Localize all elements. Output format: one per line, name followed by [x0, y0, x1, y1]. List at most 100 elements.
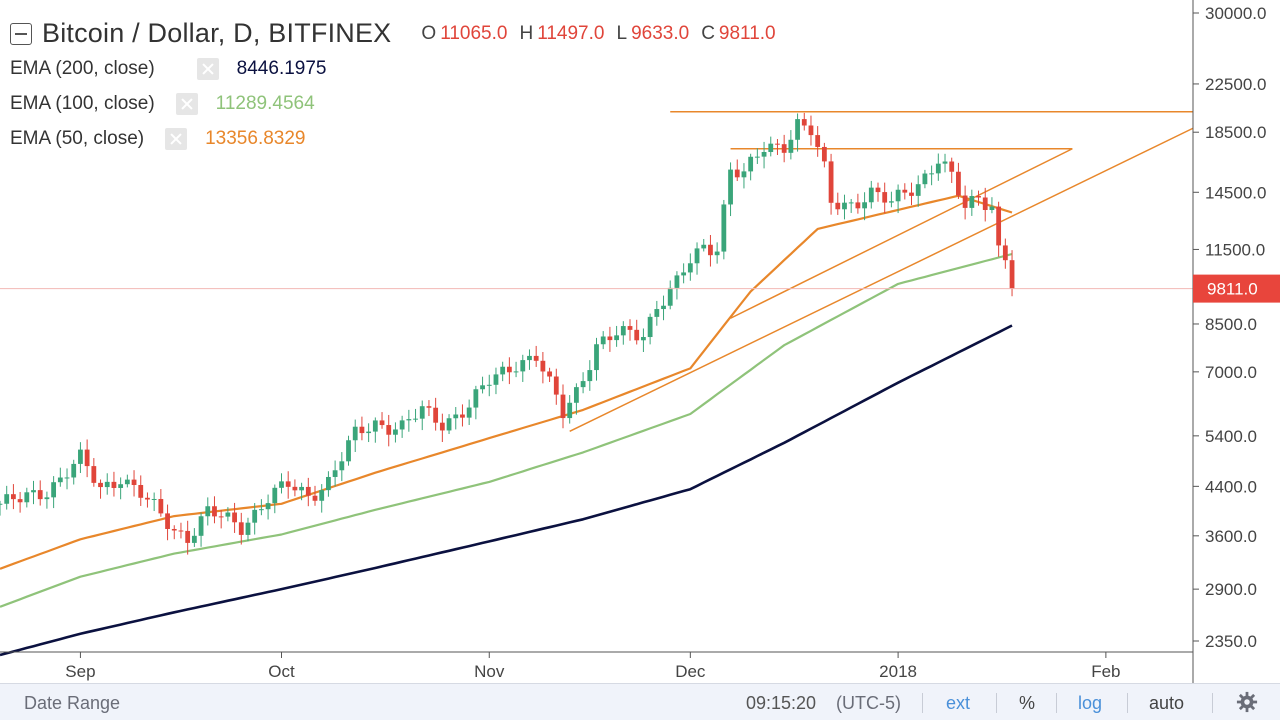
candle	[225, 507, 231, 522]
candle	[734, 159, 740, 182]
candle	[312, 485, 318, 506]
candle	[714, 242, 720, 264]
candle	[949, 157, 955, 183]
candle	[198, 512, 204, 547]
ext-hours-toggle[interactable]: ext	[946, 693, 971, 713]
candle	[486, 374, 492, 397]
y-tick-label: 3600.0	[1205, 527, 1257, 546]
candle	[165, 504, 170, 541]
candle	[687, 253, 693, 281]
candle	[466, 399, 472, 425]
candle	[942, 153, 948, 173]
remove-indicator-icon[interactable]	[175, 93, 198, 115]
candle	[969, 189, 975, 216]
divider	[1127, 693, 1128, 713]
auto-scale-toggle[interactable]: auto	[1149, 693, 1185, 713]
candle	[848, 198, 854, 213]
candle	[989, 197, 995, 214]
candle	[573, 383, 579, 415]
candle	[352, 419, 358, 452]
ema50-line	[0, 194, 1013, 570]
date-range-button[interactable]: Date Range	[24, 693, 121, 713]
candle	[587, 360, 593, 391]
candle	[393, 422, 398, 443]
candle	[681, 263, 687, 284]
candle	[299, 482, 305, 501]
y-tick-label: 8500.0	[1205, 315, 1257, 334]
candle	[218, 509, 224, 529]
candle	[399, 415, 405, 438]
candle	[862, 192, 867, 221]
candle	[708, 234, 713, 267]
candle	[379, 412, 385, 429]
candle	[567, 395, 573, 424]
candle	[171, 525, 177, 540]
candle	[547, 367, 552, 383]
candle	[44, 491, 50, 509]
candle	[915, 175, 921, 207]
divider	[922, 693, 923, 713]
candle	[815, 126, 821, 157]
candle	[868, 180, 874, 209]
y-tick-label: 30000.0	[1205, 4, 1266, 23]
candle	[232, 502, 237, 533]
collapse-legend-icon[interactable]	[10, 22, 32, 45]
x-tick-label: Oct	[268, 662, 295, 681]
percent-scale-toggle[interactable]: %	[1019, 693, 1036, 713]
y-tick-label: 22500.0	[1205, 75, 1266, 94]
last-price-badge: 9811.0	[1193, 274, 1280, 303]
candle	[205, 497, 211, 526]
candle	[446, 414, 452, 434]
candle	[956, 162, 961, 199]
candle	[882, 182, 888, 214]
candle	[902, 183, 908, 200]
candle	[527, 349, 532, 370]
candle	[118, 477, 124, 500]
y-tick-label: 14500.0	[1205, 183, 1266, 202]
candle	[835, 192, 841, 215]
candle	[386, 414, 392, 447]
candle	[272, 484, 278, 514]
bottom-toolbar: Date Range 09:15:20 (UTC-5) ext % log au…	[0, 683, 1280, 720]
candle	[620, 321, 626, 345]
candle	[667, 280, 673, 310]
candle	[922, 169, 928, 189]
candle	[560, 384, 566, 429]
candle	[212, 496, 217, 524]
candle	[641, 328, 646, 353]
candle	[339, 452, 345, 482]
candle	[64, 468, 70, 490]
remove-indicator-icon[interactable]	[196, 58, 219, 80]
candle	[728, 162, 733, 217]
log-scale-toggle[interactable]: log	[1078, 693, 1103, 713]
remove-indicator-icon[interactable]	[165, 128, 188, 150]
timezone-button[interactable]: (UTC-5)	[836, 693, 901, 713]
ema-lines	[0, 194, 1013, 657]
candle	[332, 460, 338, 487]
candle	[91, 458, 97, 487]
candle	[788, 130, 794, 160]
x-tick-label: Nov	[474, 662, 505, 681]
candle	[178, 522, 184, 539]
candle	[11, 484, 16, 510]
candle	[513, 361, 519, 378]
candle	[98, 479, 103, 499]
candle	[84, 439, 90, 478]
gear-icon[interactable]	[1236, 691, 1258, 713]
candle	[553, 368, 559, 405]
divider	[1056, 693, 1057, 713]
x-tick-label: Sep	[65, 662, 95, 681]
candle	[614, 325, 620, 347]
candle	[607, 326, 613, 352]
candle	[1002, 238, 1008, 269]
y-tick-label: 4400.0	[1205, 477, 1257, 496]
candle	[413, 408, 418, 423]
candle	[580, 372, 586, 394]
candle	[929, 165, 935, 186]
candle	[4, 485, 10, 510]
trendline-triangle-bottom	[730, 148, 1073, 319]
candle	[111, 471, 117, 497]
y-tick-label: 18500.0	[1205, 123, 1266, 142]
trendlines	[569, 111, 1194, 432]
